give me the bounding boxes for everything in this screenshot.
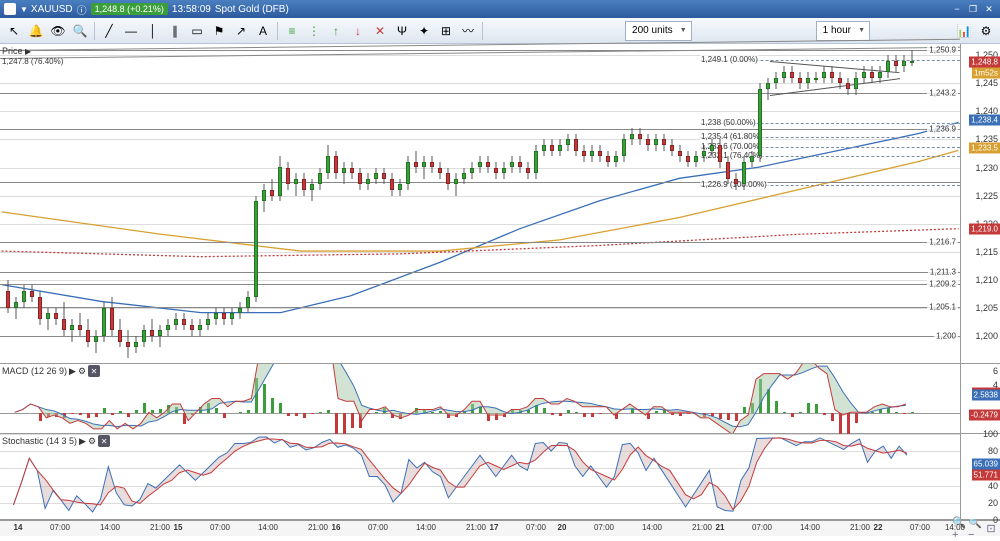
chevron-down-icon[interactable]: ▼ [20,5,28,14]
wave-icon[interactable]: 〰 [458,21,478,41]
close-icon[interactable]: ✕ [88,365,100,377]
description-text: Spot Gold (DFB) [215,4,289,15]
maximize-button[interactable]: ❐ [966,3,980,15]
settings-icon[interactable]: ⚙ [78,366,86,377]
fib-icon[interactable]: ≡ [282,21,302,41]
zoom-out-icon[interactable]: 🔍− [968,521,982,535]
stoch-yaxis: 02040608010065.03951.771 [960,434,1000,519]
time-axis: 🔍+ 🔍− ⊡ 1407:0014:0021:001507:0014:0021:… [0,520,1000,536]
vline-icon[interactable]: │ [143,21,163,41]
price-chart[interactable]: Price ▶ 1,247.8 (76.40%) 1,2001,2051,210… [0,44,1000,364]
trendline-icon[interactable]: ╱ [99,21,119,41]
cursor-icon[interactable]: ↖ [4,21,24,41]
macd-yaxis: 0462.83372.5838-0.2479 [960,364,1000,433]
settings-icon[interactable]: ⚙ [88,436,96,447]
time-text: 13:58:09 [172,4,211,15]
macd-header: MACD (12 26 9) ▶ ⚙ ✕ [2,365,100,377]
arrow-icon[interactable]: ↗ [231,21,251,41]
stochastic-panel[interactable]: Stochastic (14 3 5) ▶ ⚙ ✕ 02040608010065… [0,434,1000,520]
gann-icon[interactable]: ✦ [414,21,434,41]
titlebar: ▼ XAUUSD ⓘ 1,248.8 (+0.21%) 13:58:09 Spo… [0,0,1000,18]
close-icon[interactable]: ✕ [98,435,110,447]
minimize-button[interactable]: − [950,3,964,15]
expand-icon[interactable]: ▶ [69,366,76,377]
app-icon [4,3,16,15]
flag-icon[interactable]: ⚑ [209,21,229,41]
cross-icon[interactable]: ✕ [370,21,390,41]
units-dropdown[interactable]: 200 units [625,21,692,41]
price-badge: 1,248.8 (+0.21%) [91,3,168,15]
settings-icon[interactable]: ⚙ [976,21,996,41]
macd-panel[interactable]: MACD (12 26 9) ▶ ⚙ ✕ 0462.83372.5838-0.2… [0,364,1000,434]
price-panel-label: Price ▶ 1,247.8 (76.40%) [2,46,63,66]
close-button[interactable]: ✕ [982,3,996,15]
info-icon[interactable]: ⓘ [77,2,87,17]
expand-icon[interactable]: ▶ [79,436,86,447]
eye-icon[interactable]: 👁 [48,21,68,41]
down-arrow-icon[interactable]: ↓ [348,21,368,41]
rect-icon[interactable]: ▭ [187,21,207,41]
price-yaxis: 1,2001,2051,2101,2151,2201,2251,2301,235… [960,44,1000,363]
up-arrow-icon[interactable]: ↑ [326,21,346,41]
symbol-text: XAUUSD [31,4,73,15]
stoch-header: Stochastic (14 3 5) ▶ ⚙ ✕ [2,435,110,447]
text-icon[interactable]: A [253,21,273,41]
pitchfork-icon[interactable]: Ψ [392,21,412,41]
search-icon[interactable]: 🔍 [70,21,90,41]
timeframe-dropdown[interactable]: 1 hour [816,21,870,41]
measure-icon[interactable]: ⊞ [436,21,456,41]
chart-style-icon[interactable]: 📊 [954,21,974,41]
hline-icon[interactable]: — [121,21,141,41]
bell-icon[interactable]: 🔔 [26,21,46,41]
fib-ext-icon[interactable]: ⋮ [304,21,324,41]
channel-icon[interactable]: ∥ [165,21,185,41]
